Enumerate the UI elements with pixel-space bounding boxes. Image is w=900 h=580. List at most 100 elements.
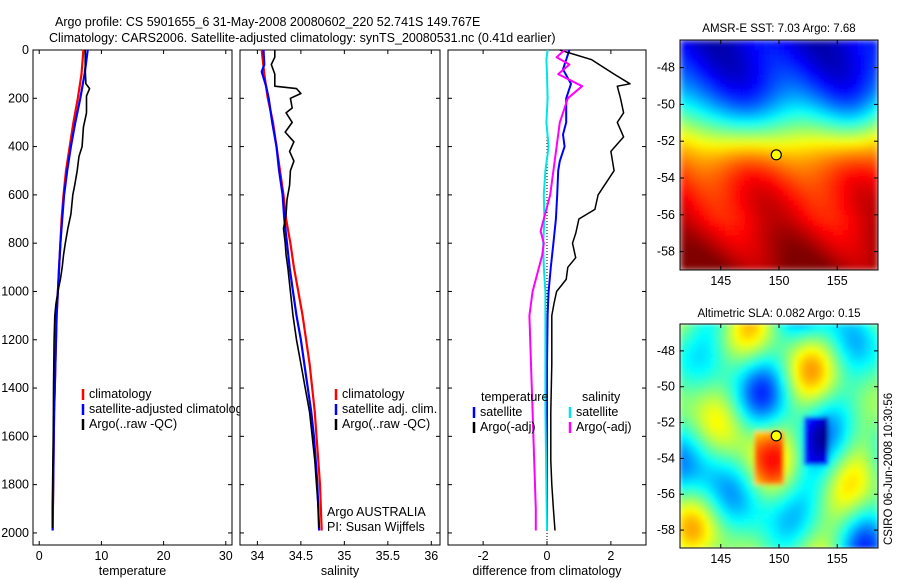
heatmap-cell	[848, 45, 854, 51]
heatmap-cell	[769, 240, 775, 246]
heatmap-cell	[868, 338, 874, 345]
heatmap-cell	[734, 50, 740, 56]
heatmap-cell	[714, 450, 721, 457]
heatmap-cell	[739, 145, 745, 151]
heatmap-cell	[848, 140, 854, 146]
heatmap-cell	[699, 215, 706, 221]
heatmap-cell	[704, 40, 711, 46]
heatmap-cell	[863, 358, 869, 364]
heatmap-cell	[719, 431, 726, 437]
heatmap-cell	[764, 90, 770, 96]
heatmap-cell	[774, 445, 780, 452]
heatmap-cell	[808, 255, 815, 261]
heatmap-cell	[798, 494, 805, 500]
heatmap-cell	[689, 175, 696, 181]
heatmap-cell	[769, 40, 775, 46]
heatmap-cell	[769, 426, 775, 432]
heatmap-cell	[873, 95, 878, 101]
heatmap-cell	[873, 338, 878, 345]
heatmap-cell	[689, 80, 696, 86]
heatmap-cell	[764, 460, 770, 466]
heatmap-cell	[684, 440, 691, 447]
heatmap-cell	[769, 145, 775, 151]
heatmap-cell	[863, 100, 869, 106]
heatmap-cell	[833, 65, 839, 71]
heatmap-cell	[734, 504, 740, 510]
heatmap-cell	[684, 225, 691, 231]
heatmap-cell	[779, 440, 785, 447]
heatmap-cell	[823, 190, 830, 196]
heatmap-cell	[853, 200, 859, 206]
heatmap-cell	[848, 195, 854, 201]
heatmap-cell	[838, 397, 844, 403]
heatmap-cell	[793, 367, 800, 374]
heatmap-cell	[724, 338, 731, 345]
heatmap-cell	[779, 406, 785, 413]
heatmap-cell	[684, 180, 691, 186]
heatmap-cell	[848, 470, 854, 476]
heatmap-cell	[833, 450, 839, 457]
heatmap-cell	[764, 474, 770, 481]
heatmap-cell	[858, 479, 864, 486]
heatmap-cell	[853, 95, 859, 101]
heatmap-cell	[680, 421, 686, 427]
heatmap-cell	[759, 250, 765, 256]
heatmap-cell	[719, 513, 726, 520]
heatmap-cell	[749, 75, 755, 81]
heatmap-cell	[843, 474, 849, 481]
heatmap-cell	[798, 426, 805, 432]
heatmap-cell	[689, 543, 696, 548]
heatmap-cell	[803, 265, 810, 270]
heatmap-cell	[759, 195, 765, 201]
heatmap-cell	[808, 135, 815, 141]
heatmap-cell	[724, 324, 731, 330]
heatmap-cell	[793, 125, 800, 131]
heatmap-cell	[783, 474, 790, 481]
heatmap-cell	[739, 115, 745, 121]
heatmap-cell	[774, 397, 780, 403]
heatmap-cell	[828, 215, 835, 221]
heatmap-cell	[689, 260, 696, 266]
heatmap-cell	[848, 110, 854, 116]
heatmap-cell	[729, 150, 736, 156]
heatmap-cell	[680, 504, 686, 510]
heatmap-cell	[689, 75, 696, 81]
heatmap-cell	[729, 245, 736, 251]
heatmap-cell	[714, 110, 721, 116]
heatmap-cell	[704, 397, 711, 403]
heatmap-cell	[709, 260, 716, 266]
heatmap-cell	[828, 445, 835, 452]
heatmap-cell	[858, 250, 864, 256]
heatmap-cell	[803, 220, 810, 226]
heatmap-cell	[828, 40, 835, 46]
heatmap-cell	[779, 372, 785, 379]
heatmap-cell	[699, 225, 706, 231]
heatmap-cell	[848, 382, 854, 388]
heatmap-cell	[873, 533, 878, 539]
heatmap-cell	[808, 55, 815, 61]
heatmap-cell	[704, 382, 711, 388]
heatmap-cell	[709, 494, 716, 500]
heatmap-cell	[823, 328, 830, 335]
heatmap-cell	[828, 367, 835, 374]
heatmap-cell	[788, 255, 795, 261]
heatmap-cell	[838, 440, 844, 447]
heatmap-cell	[729, 504, 736, 510]
heatmap-cell	[788, 504, 795, 510]
heatmap-cell	[813, 392, 820, 398]
heatmap-cell	[774, 250, 780, 256]
heatmap-cell	[754, 479, 760, 486]
heatmap-cell	[724, 440, 731, 447]
heatmap-cell	[724, 377, 731, 384]
heatmap-cell	[783, 426, 790, 432]
heatmap-cell	[779, 80, 785, 86]
heatmap-cell	[754, 200, 760, 206]
heatmap-cell	[739, 324, 745, 330]
heatmap-cell	[788, 210, 795, 216]
heatmap-cell	[858, 265, 864, 270]
heatmap-cell	[873, 155, 878, 161]
heatmap-cell	[719, 504, 726, 510]
heatmap-cell	[764, 65, 770, 71]
heatmap-cell	[843, 455, 849, 461]
heatmap-cell	[774, 353, 780, 359]
